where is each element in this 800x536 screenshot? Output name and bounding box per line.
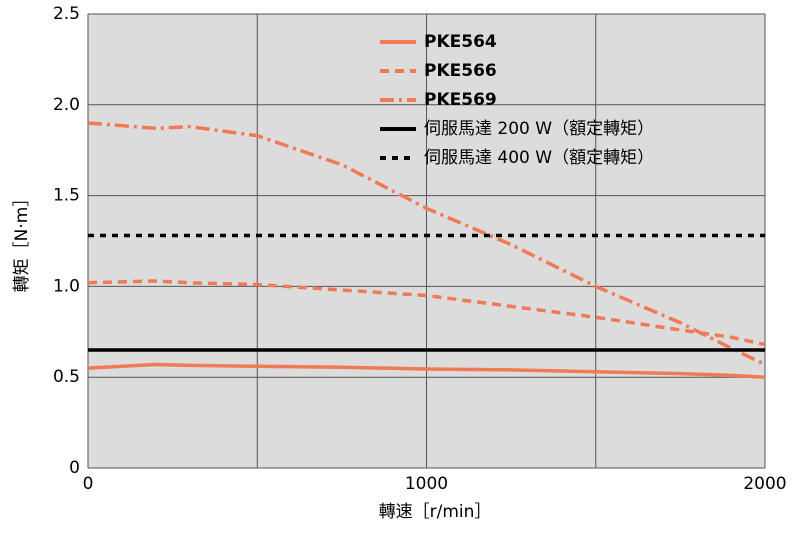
y-tick-label: 2.5 (53, 4, 80, 24)
legend-label: PKE569 (424, 90, 497, 110)
x-tick-label: 2000 (743, 474, 786, 494)
legend-label: 伺服馬達 200 W（額定轉矩） (424, 119, 654, 139)
y-tick-label: 1.5 (53, 186, 80, 206)
x-axis-label: 轉速［r/min］ (379, 502, 492, 522)
series-line (87, 279, 766, 347)
legend-label: PKE566 (424, 61, 497, 81)
y-tick-label: 2.0 (53, 95, 80, 115)
y-tick-label: 0.5 (53, 367, 80, 387)
legend-label: 伺服馬達 400 W（額定轉矩） (424, 148, 654, 168)
y-tick-label: 0 (69, 458, 80, 478)
series-line (87, 121, 766, 367)
y-tick-label: 1.0 (53, 276, 80, 296)
legend-label: PKE564 (424, 32, 497, 52)
x-tick-label: 0 (83, 474, 94, 494)
y-axis-label: 轉矩［N·m］ (12, 190, 32, 293)
x-tick-label: 1000 (405, 474, 448, 494)
series-line (87, 362, 766, 379)
